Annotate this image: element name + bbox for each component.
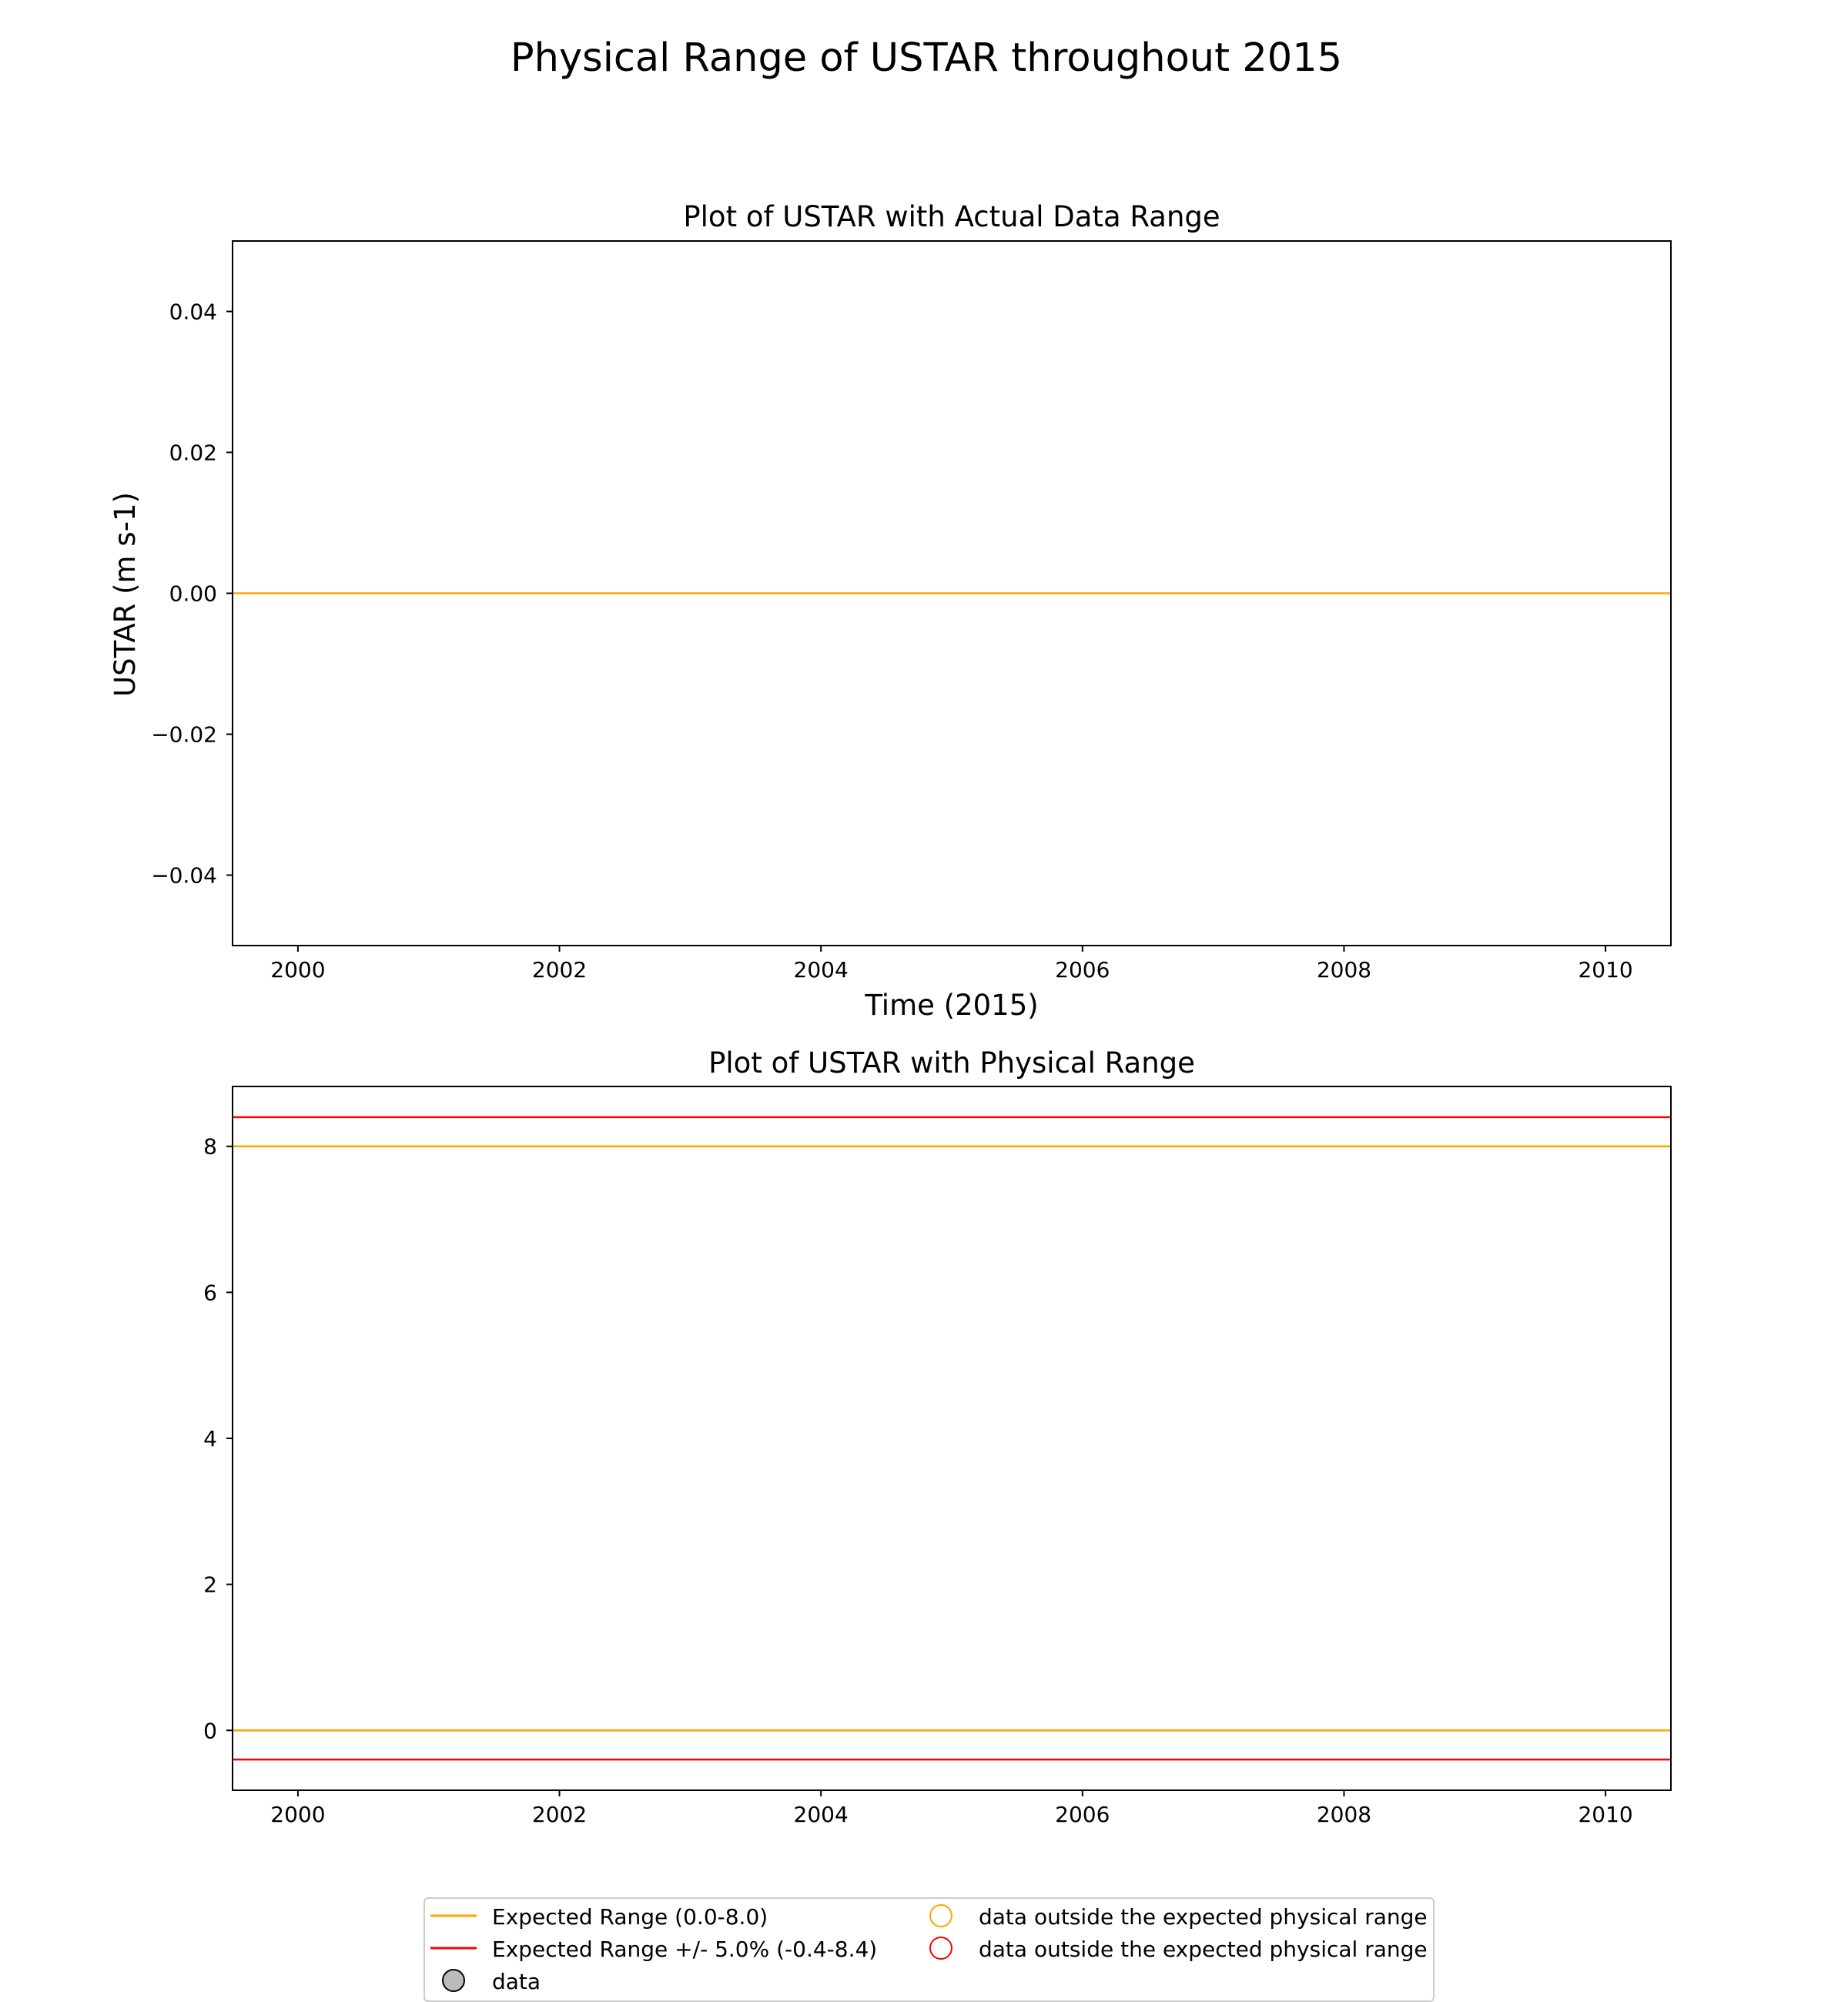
plot-physical-range-ytick-label: 6 xyxy=(203,1280,217,1305)
plot-physical-range-xtick-label: 2010 xyxy=(1578,1802,1632,1827)
legend-outside-range-orange-marker-icon xyxy=(929,1904,952,1927)
legend-data-marker-icon xyxy=(442,1969,465,1992)
legend-outside-range-red-marker-icon xyxy=(929,1937,952,1960)
plot-actual-range-title: Plot of USTAR with Actual Data Range xyxy=(683,200,1220,233)
plot-actual-range-xtick-label: 2010 xyxy=(1578,957,1632,983)
plot-actual-range-xtick-label: 2008 xyxy=(1317,957,1371,983)
plot-actual-range-marks: 2000 2002 2004 2006 2008 2010 0.04 0.02 0.00 −0.0… xyxy=(151,300,1671,983)
plot-physical-range-marks: 2000 2002 2004 2006 2008 2010 8 6 4 2 0 xyxy=(203,1116,1671,1827)
plot-actual-range-ytick-label: −0.02 xyxy=(151,722,217,748)
legend-data-label: data xyxy=(492,1969,541,1994)
plot-actual-range-xlabel: Time (2015) xyxy=(864,989,1038,1022)
legend-outside-range-red-label: data outside the expected physical range xyxy=(979,1937,1428,1962)
plot-actual-range-ylabel: USTAR (m s-1) xyxy=(109,492,142,697)
plot-physical-range: Plot of USTAR with Physical Range 2000 20… xyxy=(203,1046,1672,1827)
plot-physical-range-ytick-label: 0 xyxy=(203,1718,217,1743)
plot-physical-range-xtick-label: 2006 xyxy=(1055,1802,1110,1827)
plot-physical-range-ytick-label: 4 xyxy=(203,1426,217,1451)
legend-outside-range-orange-label: data outside the expected physical range xyxy=(979,1904,1428,1930)
plot-physical-range-xtick-label: 2002 xyxy=(532,1802,587,1827)
plot-actual-range-frame xyxy=(232,240,1672,946)
plot-actual-range-xtick-label: 2002 xyxy=(532,957,587,983)
legend-expected-range-5pct-label: Expected Range +/- 5.0% (-0.4-8.4) xyxy=(492,1937,877,1962)
plot-actual-range-ytick-label: −0.04 xyxy=(151,863,217,889)
legend-expected-range-label: Expected Range (0.0-8.0) xyxy=(492,1904,768,1930)
plot-physical-range-xtick-label: 2004 xyxy=(794,1802,849,1827)
figure-suptitle: Physical Range of USTAR throughout 2015 xyxy=(511,35,1342,81)
plot-physical-range-xtick-label: 2008 xyxy=(1317,1802,1371,1827)
plot-physical-range-ytick-label: 2 xyxy=(203,1572,217,1598)
plot-actual-range-xtick-label: 2000 xyxy=(270,957,325,983)
legend: Expected Range (0.0-8.0) Expected Range … xyxy=(424,1897,1435,2002)
plot-physical-range-frame xyxy=(232,1086,1672,1791)
legend-box xyxy=(424,1897,1435,2002)
plot-physical-range-title: Plot of USTAR with Physical Range xyxy=(708,1046,1195,1080)
plot-actual-range-xtick-label: 2006 xyxy=(1055,957,1110,983)
plot-actual-range-ytick-label: 0.04 xyxy=(169,300,217,325)
plot-physical-range-xtick-label: 2000 xyxy=(270,1802,325,1827)
plot-actual-range-xtick-label: 2004 xyxy=(794,957,849,983)
plot-physical-range-ytick-label: 8 xyxy=(203,1134,217,1160)
plot-actual-range: Plot of USTAR with Actual Data Range UST… xyxy=(109,200,1672,1022)
plot-actual-range-ytick-label: 0.02 xyxy=(169,440,217,466)
plot-actual-range-ytick-label: 0.00 xyxy=(169,581,217,607)
